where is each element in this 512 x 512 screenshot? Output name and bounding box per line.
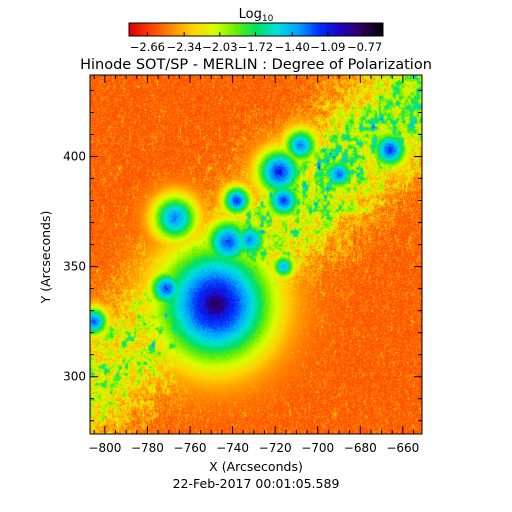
colorbar-gradient [129,23,383,36]
y-tick-label: 300 [63,370,86,384]
plot-frame [89,74,423,435]
colorbar-tick-label: −1.40 [275,40,310,54]
polarization-map [90,75,422,434]
colorbar-tick-label: −1.09 [310,40,345,54]
x-tick-label: −720 [259,441,292,455]
y-tick-label: 400 [63,149,86,163]
chart-title: Hinode SOT/SP - MERLIN : Degree of Polar… [80,57,432,73]
x-tick-label: −740 [216,441,249,455]
x-axis: −800 −780 −760 −740 −720 −700 −680 −660 [88,75,419,455]
x-tick-label: −780 [131,441,164,455]
y-tick-label: 350 [63,260,86,274]
y-axis: 300 350 400 [63,89,422,422]
x-tick-label: −680 [344,441,377,455]
x-tick-label: −800 [88,441,121,455]
colorbar-tick-label: −0.77 [347,40,382,54]
colorbar-ticks: −2.66 −2.34 −2.03 −1.72 −1.40 −1.09 −0.77 [130,32,382,54]
x-tick-label: −760 [174,441,207,455]
colorbar-tick-label: −2.03 [202,40,237,54]
x-tick-label: −660 [386,441,419,455]
colorbar-label: Log10 [239,7,274,24]
x-axis-label: X (Arcseconds) [209,459,303,474]
x-tick-label: −700 [301,441,334,455]
colorbar-tick-label: −1.72 [238,40,273,54]
colorbar-tick-label: −2.66 [130,40,165,54]
y-axis-label: Y (Arcseconds) [38,211,53,305]
colorbar-frame [128,22,384,37]
observation-timestamp: 22-Feb-2017 00:01:05.589 [173,476,340,491]
colorbar-tick-label: −2.34 [167,40,202,54]
